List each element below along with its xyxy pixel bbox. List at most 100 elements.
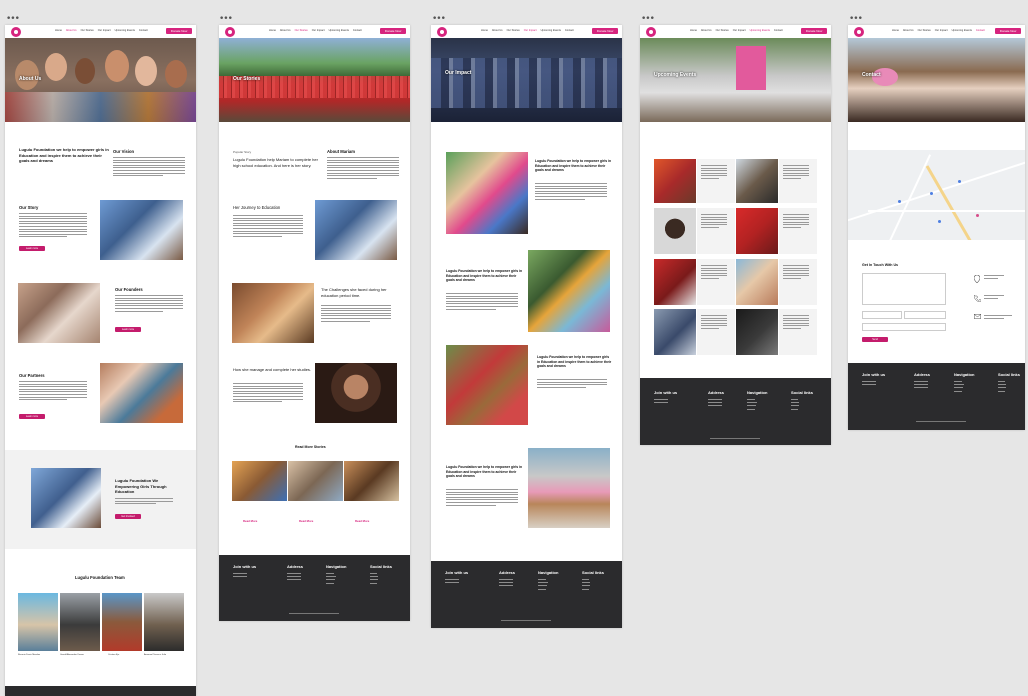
nav-link-impact[interactable]: Our Impact [934,29,948,32]
event-card[interactable] [697,159,735,203]
nav-link-stories[interactable]: Our Stories [917,29,931,32]
navbar: Home About Us Our Stories Our Impact Upc… [5,25,196,38]
footer-col-social: Social links [582,570,605,575]
name-field[interactable] [862,311,902,319]
nav-link-stories[interactable]: Our Stories [715,29,729,32]
artboard-handle[interactable]: ••• [6,14,20,24]
team-name: Cristian Ejo [108,654,120,656]
artboard-handle[interactable]: ••• [432,14,446,24]
team-photo [144,593,184,651]
artboard-handle[interactable]: ••• [641,14,655,24]
event-card[interactable] [779,309,817,355]
nav-link-contact[interactable]: Contact [773,29,783,32]
partners-heading: Our Partners [19,373,45,378]
banner-get-involved-button[interactable]: Get Involved [115,514,141,519]
event-card[interactable] [779,259,817,305]
nav-link-events[interactable]: Upcoming Events [540,29,561,32]
nav-link-impact[interactable]: Our Impact [97,29,111,32]
team-photo [102,593,142,651]
event-card-image [654,309,696,355]
story-learn-more-button[interactable]: Learn more [19,246,45,251]
team-name: Gerald Alexander Kemer [60,654,84,656]
story-card-link[interactable]: Read More [355,519,370,523]
hero-image: Contact [848,38,1025,122]
eyebrow: Popular Story [233,150,252,154]
footer-col-join: Join with us [233,564,257,569]
footer-col-join: Join with us [445,570,469,575]
event-card[interactable] [697,208,735,254]
page-title: Upcoming Events [654,72,697,78]
nav-link-about[interactable]: About Us [700,29,712,32]
nav-link-impact[interactable]: Our Impact [523,29,537,32]
location-icon [974,275,980,283]
artboard-handle[interactable]: ••• [219,14,233,24]
artboard-events: Home About Us Our Stories Our Impact Upc… [640,25,831,445]
team-photo [60,593,100,651]
partners-learn-more-button[interactable]: Learn more [19,414,45,419]
message-textarea[interactable] [862,273,946,305]
banner-section: Lugulu Foundation We Empowering Girls Th… [5,450,196,549]
logo [225,27,235,37]
challenges-image [232,283,314,343]
nav-link-events[interactable]: Upcoming Events [114,29,135,32]
artboard-impact: Home About Us Our Stories Our Impact Upc… [431,25,622,628]
event-card-image [654,259,696,305]
team-photo [18,593,58,651]
nav-link-about[interactable]: About Us [491,29,503,32]
donate-button[interactable]: Donate Now [380,28,406,34]
event-card-image [654,159,696,203]
nav-link-home[interactable]: Home [55,29,62,32]
navbar: Home About Us Our Stories Our Impact Upc… [848,25,1025,38]
event-card[interactable] [779,159,817,203]
event-card[interactable] [697,259,735,305]
nav-link-home[interactable]: Home [690,29,697,32]
nav-link-stories[interactable]: Our Stories [80,29,94,32]
nav-link-events[interactable]: Upcoming Events [951,29,972,32]
nav-link-contact[interactable]: Contact [352,29,362,32]
nav-link-about[interactable]: About Us [65,29,77,32]
partners-image [100,363,183,423]
nav-link-about[interactable]: About Us [279,29,291,32]
nav-link-contact[interactable]: Contact [975,29,985,32]
founders-learn-more-button[interactable]: Learn more [115,327,141,332]
nav-link-events[interactable]: Upcoming Events [749,29,770,32]
email-field[interactable] [904,311,946,319]
page-title: Our Stories [233,76,261,82]
donate-button[interactable]: Donate Now [801,28,827,34]
hero-image: Our Impact [431,38,622,122]
nav-link-contact[interactable]: Contact [564,29,574,32]
nav-link-home[interactable]: Home [481,29,488,32]
hero-image: Upcoming Events [640,38,831,122]
donate-button[interactable]: Donate Now [166,28,192,34]
nav-link-home[interactable]: Home [269,29,276,32]
nav-link-impact[interactable]: Our Impact [311,29,325,32]
nav-link-stories[interactable]: Our Stories [294,29,308,32]
logo [854,27,864,37]
donate-button[interactable]: Donate Now [995,28,1021,34]
team-heading: Lugulu Foundation Team [75,575,125,580]
event-card[interactable] [697,309,735,355]
nav-link-events[interactable]: Upcoming Events [328,29,349,32]
donate-button[interactable]: Donate Now [592,28,618,34]
send-button[interactable]: Send [862,337,888,342]
nav-link-about[interactable]: About Us [902,29,914,32]
footer-col-address: Address [914,372,931,377]
story-intro: Lugulu Foundation help Mariam to complet… [233,157,318,168]
founders-heading: Our Founders [115,287,143,292]
footer-col-navigation: Navigation [326,564,347,569]
event-card-image [736,208,778,254]
artboard-handle[interactable]: ••• [849,14,863,24]
nav-link-impact[interactable]: Our Impact [732,29,746,32]
map[interactable] [848,150,1025,240]
story-card-image [232,461,287,501]
subject-field[interactable] [862,323,946,331]
story-card-link[interactable]: Read More [299,519,314,523]
nav-link-stories[interactable]: Our Stories [506,29,520,32]
event-card[interactable] [779,208,817,254]
nav-links: Home About Us Our Stories Our Impact Upc… [481,29,574,32]
journey-heading: Her Journey to Education [233,205,281,210]
nav-link-contact[interactable]: Contact [138,29,148,32]
story-card-link[interactable]: Read More [243,519,258,523]
nav-link-home[interactable]: Home [892,29,899,32]
manage-heading: How she manage and complete her studies. [233,367,312,372]
